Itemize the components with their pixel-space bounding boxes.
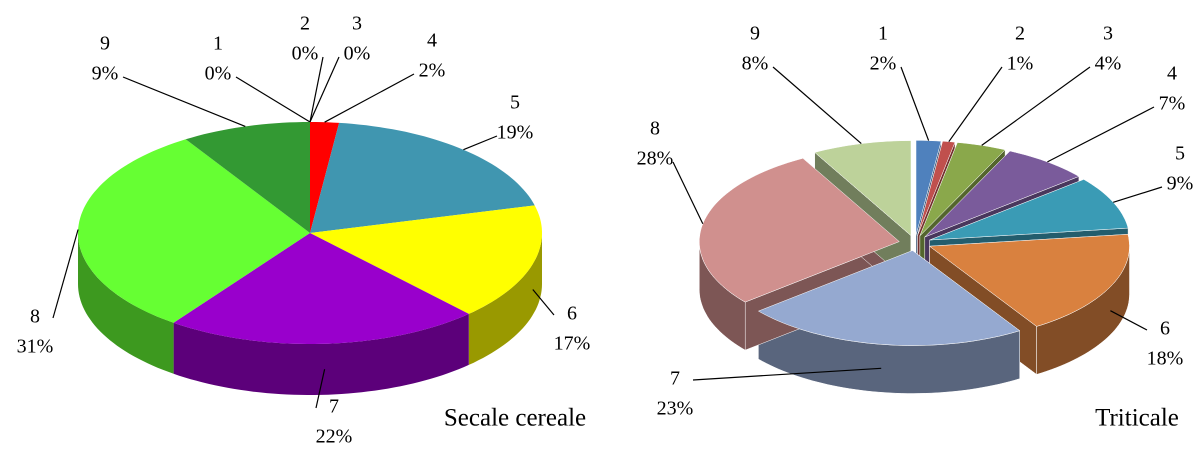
category-label: 2 [1015, 23, 1025, 45]
value-label: 8% [742, 53, 769, 75]
value-label: 1% [1007, 53, 1034, 75]
category-label: 5 [510, 92, 520, 114]
slice-top [757, 250, 1021, 346]
category-label: 7 [329, 396, 339, 418]
leader-line [463, 135, 498, 151]
category-label: 4 [1167, 63, 1177, 85]
value-label: 23% [657, 398, 694, 420]
value-label: 2% [419, 60, 446, 82]
category-label: 8 [650, 118, 660, 140]
category-label: 3 [352, 13, 362, 35]
leader-line [324, 73, 415, 123]
slice-top [78, 139, 310, 323]
category-label: 9 [750, 23, 760, 45]
leader-line [772, 66, 862, 145]
slice-top [185, 122, 310, 233]
value-label: 18% [1147, 348, 1184, 370]
slice-top [699, 158, 900, 303]
category-label: 9 [100, 33, 110, 55]
leader-line [900, 66, 930, 141]
value-label: 19% [497, 122, 534, 144]
slice-side [468, 233, 542, 365]
value-label: 9% [1167, 173, 1194, 195]
leader-line [1047, 106, 1155, 163]
leader-line [122, 76, 246, 127]
leader-line [309, 56, 324, 123]
category-label: 1 [213, 33, 223, 55]
slice-top [310, 122, 340, 233]
chart-title: Secale cereale [444, 405, 586, 432]
slice-side [173, 313, 469, 395]
slice-top [310, 122, 535, 233]
value-label: 28% [637, 148, 674, 170]
category-label: 6 [1160, 318, 1170, 340]
value-label: 7% [1159, 93, 1186, 115]
value-label: 22% [316, 426, 353, 448]
leader-line [315, 369, 326, 409]
leader-line [692, 367, 882, 381]
value-label: 0% [344, 43, 371, 65]
value-label: 0% [205, 63, 232, 85]
leader-line [1110, 310, 1148, 331]
leader-line [235, 76, 311, 123]
value-label: 2% [870, 53, 897, 75]
value-label: 4% [1095, 53, 1122, 75]
category-label: 8 [30, 306, 40, 328]
value-label: 0% [292, 43, 319, 65]
slice-top [924, 150, 1080, 238]
category-label: 4 [427, 30, 437, 52]
category-label: 3 [1103, 23, 1113, 45]
value-label: 31% [17, 336, 54, 358]
category-label: 6 [567, 303, 577, 325]
slice-side [78, 233, 174, 374]
slice-top [173, 233, 469, 344]
category-label: 5 [1175, 143, 1185, 165]
leader-line [309, 56, 340, 123]
leader-line [52, 229, 79, 319]
category-label: 7 [670, 368, 680, 390]
value-label: 9% [92, 63, 119, 85]
leader-line [948, 66, 1003, 143]
slice-top [814, 140, 912, 237]
leader-line [981, 66, 1091, 146]
leader-line [532, 289, 555, 316]
slice-top [928, 234, 1130, 327]
leader-line [672, 161, 704, 225]
category-label: 1 [878, 23, 888, 45]
leader-line [1113, 186, 1163, 203]
category-label: 2 [300, 13, 310, 35]
slice-top [310, 205, 542, 314]
value-label: 17% [554, 333, 591, 355]
chart-title: Triticale [1095, 405, 1179, 432]
